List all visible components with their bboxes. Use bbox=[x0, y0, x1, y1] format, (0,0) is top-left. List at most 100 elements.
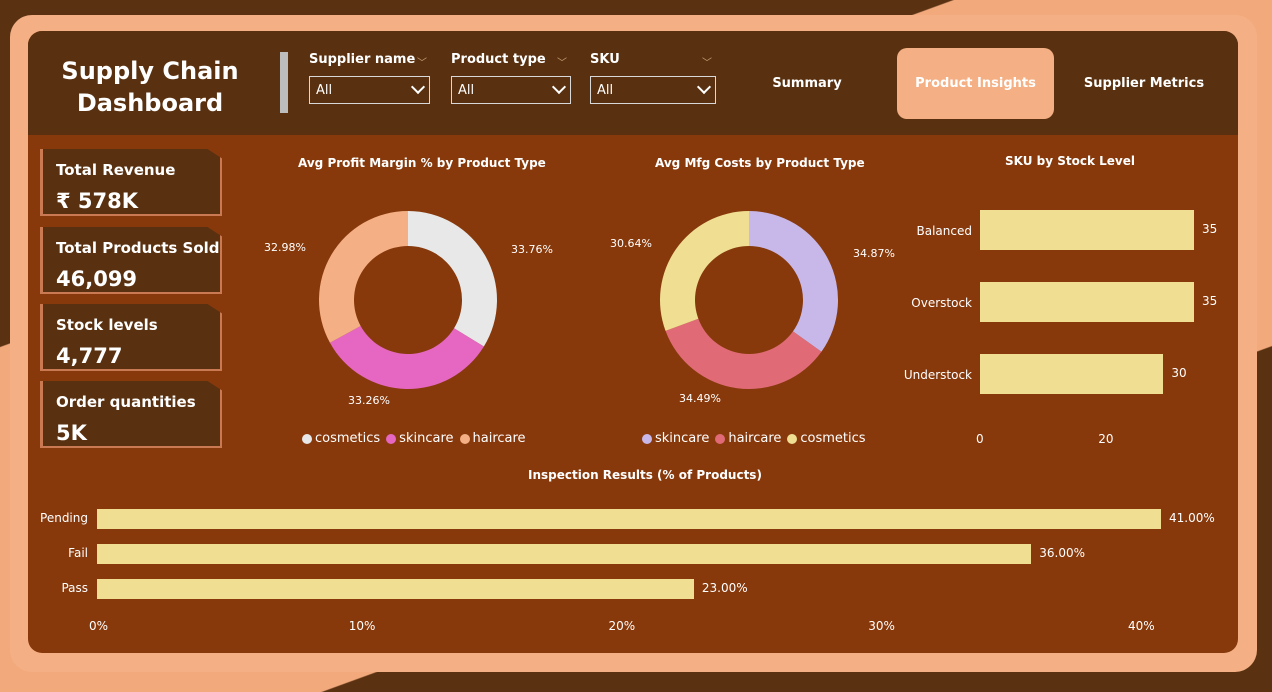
chevron-down-icon[interactable]: ﹀ bbox=[557, 58, 567, 69]
legend-label: skincare bbox=[655, 431, 710, 446]
donut-label: 32.98% bbox=[264, 241, 306, 254]
bar-category-label: Fail bbox=[68, 546, 88, 560]
supplier-name-dropdown[interactable]: All bbox=[309, 76, 430, 104]
bar-category-label: Pending bbox=[40, 511, 88, 525]
header: Supply Chain Dashboard Supplier name ﹀ A… bbox=[28, 31, 1238, 135]
bar-value-label: 36.00% bbox=[1039, 546, 1085, 560]
donut-slice-cosmetics[interactable] bbox=[660, 211, 749, 331]
legend-item[interactable]: cosmetics bbox=[302, 431, 380, 446]
chevron-down-icon[interactable]: ﹀ bbox=[702, 58, 712, 69]
kpi-label: Total Revenue bbox=[56, 161, 176, 179]
kpi-accent bbox=[40, 149, 43, 214]
axis-tick-label: 40% bbox=[1128, 619, 1155, 633]
donut-slice-skincare[interactable] bbox=[749, 211, 838, 352]
product-type-filter: Product type ﹀ All bbox=[451, 52, 571, 104]
donut-slice-skincare[interactable] bbox=[329, 325, 484, 389]
donut-label: 33.26% bbox=[348, 394, 390, 407]
donut-slice-haircare[interactable] bbox=[665, 318, 822, 389]
legend-dot bbox=[302, 433, 312, 444]
kpi-value: 5K bbox=[56, 421, 87, 445]
bar-value-label: 41.00% bbox=[1169, 511, 1215, 525]
legend-item[interactable]: haircare bbox=[459, 431, 526, 446]
legend-label: haircare bbox=[728, 431, 782, 446]
product-type-value: All bbox=[458, 83, 475, 98]
profit-margin-chart-title: Avg Profit Margin % by Product Type bbox=[298, 156, 546, 170]
supplier-name-filter: Supplier name ﹀ All bbox=[309, 52, 430, 104]
chevron-down-icon bbox=[696, 79, 712, 95]
bar-fail[interactable] bbox=[97, 544, 1032, 564]
title-line-1: Supply Chain bbox=[61, 57, 239, 85]
sku-stock-chart-title: SKU by Stock Level bbox=[1005, 154, 1135, 168]
product-type-label: Product type bbox=[451, 52, 546, 67]
sku-dropdown[interactable]: All bbox=[590, 76, 716, 104]
bar-pass[interactable] bbox=[97, 579, 694, 599]
chevron-down-icon[interactable]: ﹀ bbox=[417, 58, 427, 69]
kpi-value: 46,099 bbox=[56, 267, 138, 291]
mfg-costs-donut bbox=[660, 211, 838, 389]
kpi-accent bbox=[40, 381, 43, 446]
nav-product-insights-button[interactable]: Product Insights bbox=[897, 48, 1054, 119]
legend-label: cosmetics bbox=[800, 431, 866, 446]
bar-value-label: 35 bbox=[1202, 294, 1218, 308]
kpi-accent bbox=[40, 304, 43, 369]
page-title: Supply Chain Dashboard bbox=[60, 55, 240, 119]
header-divider bbox=[280, 52, 288, 113]
kpi-label: Total Products Sold bbox=[56, 239, 220, 257]
legend-item[interactable]: cosmetics bbox=[787, 431, 866, 446]
bar-category-label: Overstock bbox=[911, 296, 972, 310]
axis-tick-label: 30% bbox=[868, 619, 895, 633]
kpi-accent bbox=[40, 227, 43, 292]
bar-understock[interactable] bbox=[980, 354, 1164, 394]
bar-category-label: Balanced bbox=[916, 224, 972, 238]
legend-item[interactable]: haircare bbox=[715, 431, 781, 446]
bar-value-label: 23.00% bbox=[701, 581, 748, 595]
legend-label: haircare bbox=[472, 431, 526, 446]
bar-overstock[interactable] bbox=[980, 282, 1194, 322]
profit-margin-donut bbox=[319, 211, 497, 389]
kpi-stock-levels: Stock levels 4,777 bbox=[40, 304, 222, 371]
legend-item[interactable]: skincare bbox=[386, 431, 454, 446]
donut-slice-haircare[interactable] bbox=[319, 211, 408, 343]
dashboard-panel: Supply Chain Dashboard Supplier name ﹀ A… bbox=[28, 31, 1238, 653]
legend-dot bbox=[642, 433, 652, 444]
axis-tick-label: 0 bbox=[976, 432, 984, 446]
bar-pending[interactable] bbox=[97, 509, 1161, 529]
legend-label: skincare bbox=[399, 431, 454, 446]
bar-category-label: Understock bbox=[903, 368, 972, 382]
legend-dot bbox=[787, 433, 798, 444]
legend-dot bbox=[459, 433, 470, 444]
donut-label: 30.64% bbox=[610, 237, 652, 250]
kpi-label: Stock levels bbox=[56, 316, 158, 334]
title-line-2: Dashboard bbox=[76, 89, 224, 117]
bar-value-label: 30 bbox=[1171, 366, 1187, 380]
axis-tick-label: 10% bbox=[348, 619, 376, 633]
supplier-name-label: Supplier name bbox=[309, 52, 416, 67]
sku-filter: SKU ﹀ All bbox=[590, 52, 716, 104]
nav-supplier-metrics-button[interactable]: Supplier Metrics bbox=[1083, 76, 1205, 91]
kpi-value: 4,777 bbox=[56, 344, 123, 368]
donut-slice-cosmetics[interactable] bbox=[408, 211, 497, 347]
supplier-name-value: All bbox=[316, 83, 333, 98]
kpi-order-quantities: Order quantities 5K bbox=[40, 381, 222, 448]
axis-tick-label: 20 bbox=[1098, 432, 1114, 446]
axis-tick-label: 0% bbox=[89, 619, 109, 633]
bar-category-label: Pass bbox=[61, 581, 88, 595]
kpi-value: ₹ 578K bbox=[56, 189, 139, 213]
legend-item[interactable]: skincare bbox=[642, 431, 709, 446]
axis-tick-label: 20% bbox=[608, 619, 636, 633]
kpi-total-products-sold: Total Products Sold 46,099 bbox=[40, 227, 222, 294]
sku-label: SKU bbox=[590, 52, 620, 67]
mfg-costs-legend: skincare haircare cosmetics bbox=[642, 431, 866, 446]
nav-summary-button[interactable]: Summary bbox=[772, 76, 842, 91]
mfg-costs-chart-title: Avg Mfg Costs by Product Type bbox=[655, 156, 865, 170]
kpi-total-revenue: Total Revenue ₹ 578K bbox=[40, 149, 222, 216]
profit-margin-legend: cosmetics skincare haircare bbox=[302, 431, 526, 446]
bar-balanced[interactable] bbox=[980, 210, 1194, 250]
chevron-down-icon bbox=[551, 79, 567, 95]
donut-label: 33.76% bbox=[511, 243, 553, 256]
sku-value: All bbox=[597, 83, 614, 98]
donut-label: 34.87% bbox=[853, 247, 895, 260]
donut-label: 34.49% bbox=[679, 392, 721, 405]
kpi-label: Order quantities bbox=[56, 393, 196, 411]
product-type-dropdown[interactable]: All bbox=[451, 76, 571, 104]
